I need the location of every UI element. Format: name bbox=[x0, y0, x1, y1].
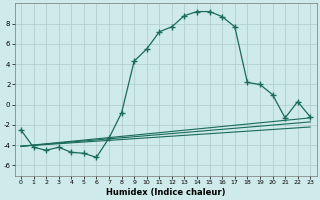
X-axis label: Humidex (Indice chaleur): Humidex (Indice chaleur) bbox=[106, 188, 225, 197]
